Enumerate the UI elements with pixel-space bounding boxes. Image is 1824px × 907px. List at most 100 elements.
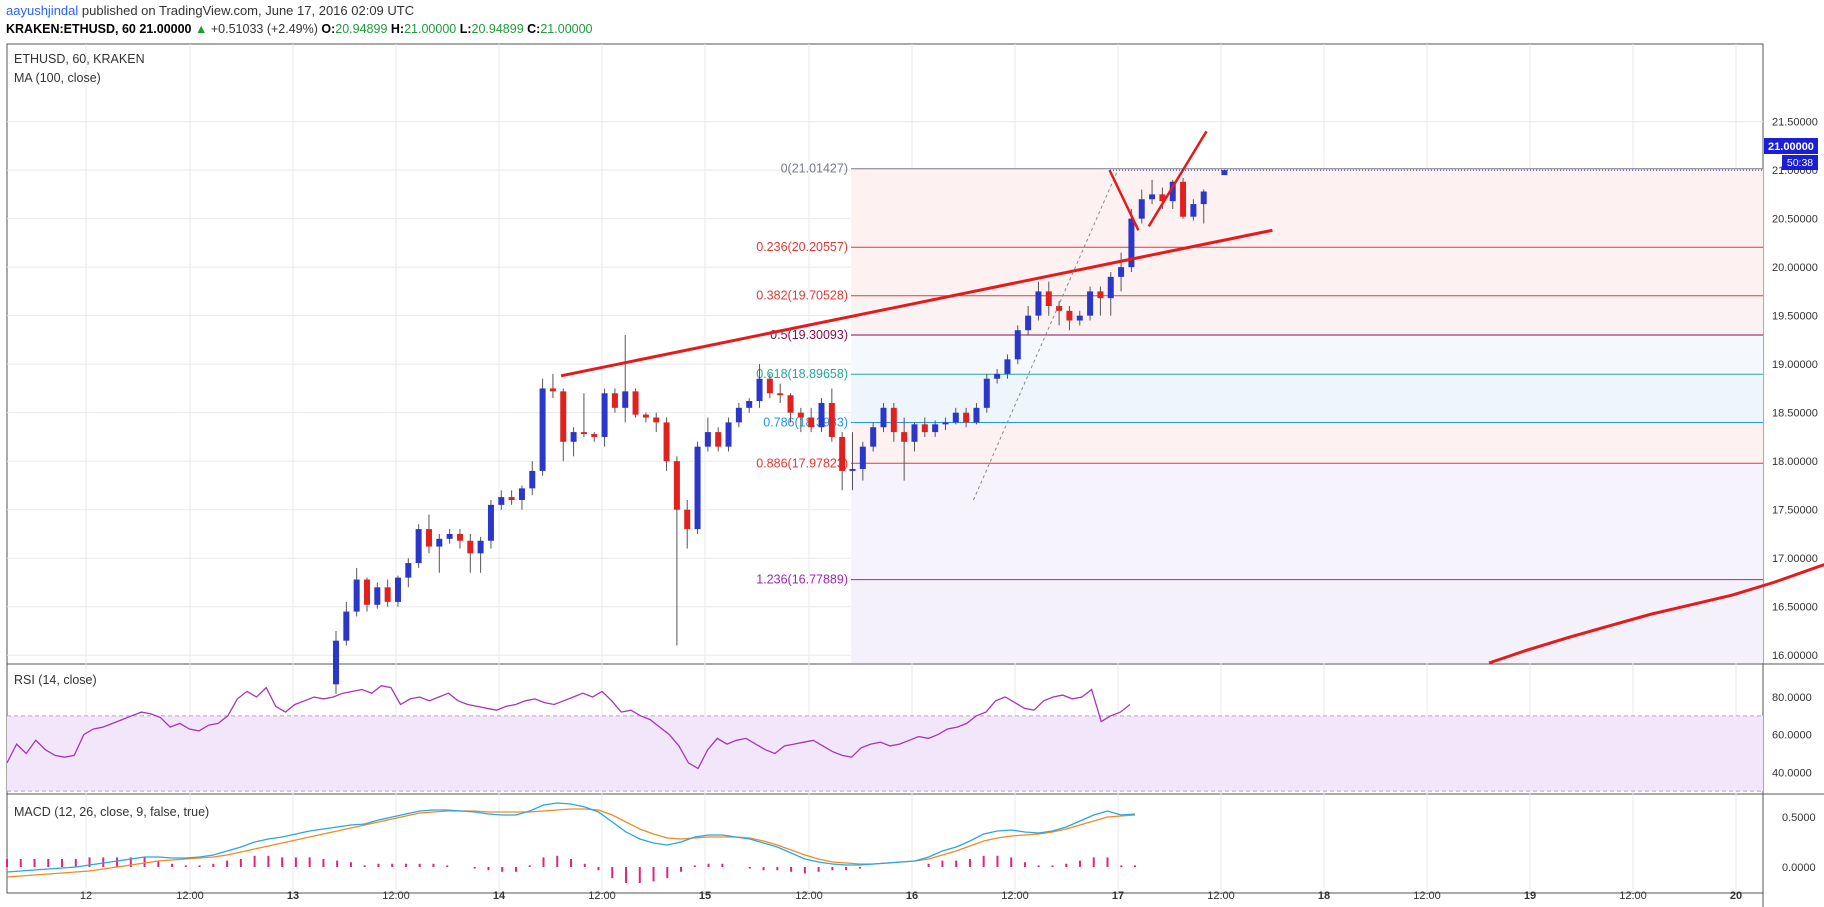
candle-body bbox=[673, 461, 680, 510]
candle-body bbox=[591, 434, 598, 437]
price-pane[interactable]: 21.50000 21.00000 20.50000 20.00000 19.50000… bbox=[7, 44, 1824, 893]
candle-body bbox=[518, 488, 525, 501]
candle-body bbox=[1118, 267, 1125, 277]
candle-body bbox=[508, 497, 515, 501]
time-tick-label: 20 bbox=[1730, 890, 1742, 902]
candle-body bbox=[1004, 359, 1011, 374]
macd-pane[interactable]: 0.5000 0.0000 bbox=[6, 802, 1816, 883]
candle-body bbox=[487, 504, 494, 541]
candle-body bbox=[787, 395, 794, 413]
candle-body bbox=[942, 422, 949, 425]
projection-up-leg bbox=[1147, 130, 1208, 228]
candle-body bbox=[735, 407, 742, 423]
publish-info: published on TradingView.com, June 17, 2… bbox=[81, 3, 415, 18]
candle-body bbox=[901, 432, 908, 442]
candle-body bbox=[353, 579, 360, 612]
candle-body bbox=[839, 436, 846, 471]
macd-tick-label: 0.0000 bbox=[1782, 862, 1816, 874]
price-change: +0.51033 (+2.49%) bbox=[210, 22, 318, 36]
rsi-tick-label: 60.0000 bbox=[1772, 730, 1812, 742]
candle-body bbox=[994, 373, 1001, 379]
time-tick-label: 18 bbox=[1318, 890, 1330, 902]
candle-body bbox=[694, 446, 701, 530]
rsi-pane[interactable]: 80.0000 60.0000 40.0000 bbox=[6, 685, 1812, 792]
candle-body bbox=[405, 563, 412, 578]
fib-level-label: 0.382(19.70528) bbox=[756, 289, 848, 303]
candle-body bbox=[890, 407, 897, 433]
candle-body bbox=[963, 412, 970, 423]
candle-body bbox=[880, 407, 887, 428]
fib-zone bbox=[851, 168, 1763, 248]
author-link[interactable]: aayushjindal bbox=[6, 3, 79, 18]
candle-body bbox=[446, 533, 453, 539]
candle-body bbox=[849, 468, 856, 471]
macd-legend[interactable]: MACD (12, 26, close, 9, false, true) bbox=[14, 805, 209, 819]
candle-body bbox=[746, 401, 753, 408]
candle-body bbox=[1045, 291, 1052, 306]
last-price: 21.00000 bbox=[139, 22, 192, 36]
candle-body bbox=[870, 427, 877, 447]
rsi-tick-label: 80.0000 bbox=[1772, 692, 1812, 704]
up-arrow-icon: ▲ bbox=[195, 22, 208, 36]
candle-body bbox=[1025, 315, 1032, 331]
time-tick-label: 12:00 bbox=[382, 890, 410, 902]
time-tick-label: 12:00 bbox=[1001, 890, 1029, 902]
candle-body bbox=[715, 432, 722, 447]
price-tick-label: 18.00000 bbox=[1772, 456, 1818, 468]
candle-body bbox=[725, 422, 732, 447]
symbol-name: KRAKEN:ETHUSD, 60 bbox=[6, 22, 136, 36]
rsi-tick-label: 40.0000 bbox=[1772, 767, 1812, 779]
price-tick-label: 17.00000 bbox=[1772, 553, 1818, 565]
price-tick-label: 17.50000 bbox=[1772, 505, 1818, 517]
time-tick-label: 12:00 bbox=[795, 890, 823, 902]
candle-body bbox=[436, 538, 443, 547]
time-axis[interactable]: 12 12:00 13 12:00 14 12:00 15 12:00 16 12:00 17 12:… bbox=[80, 890, 1742, 902]
macd-line bbox=[6, 802, 1136, 873]
candle-body bbox=[570, 432, 577, 442]
candle-body bbox=[1087, 291, 1094, 316]
candle-body bbox=[539, 388, 546, 471]
candle-body bbox=[818, 402, 825, 428]
candle-body bbox=[663, 422, 670, 462]
candle-body bbox=[498, 497, 505, 505]
candle-body bbox=[1180, 181, 1187, 217]
fib-zone bbox=[851, 579, 1763, 663]
candle-body bbox=[560, 391, 567, 442]
publish-line: aayushjindal published on TradingView.co… bbox=[6, 3, 414, 18]
rsi-legend[interactable]: RSI (14, close) bbox=[14, 673, 97, 687]
fib-level-label: 0.5(19.30093) bbox=[770, 328, 848, 342]
candle-body bbox=[859, 446, 866, 469]
candle-body bbox=[477, 540, 484, 554]
candle-body bbox=[343, 611, 350, 641]
candle-body bbox=[1200, 191, 1207, 205]
price-tag-value: 21.00000 bbox=[1768, 141, 1814, 153]
price-tick-label: 19.50000 bbox=[1772, 311, 1818, 323]
price-tick-label: 16.00000 bbox=[1772, 650, 1818, 662]
candle-body bbox=[425, 529, 432, 547]
time-tick-label: 14 bbox=[493, 890, 506, 902]
candle-body bbox=[932, 424, 939, 433]
candle-body bbox=[1169, 181, 1176, 202]
candle-body bbox=[333, 640, 339, 685]
signal-line bbox=[6, 808, 1136, 878]
current-price-tag: 21.00000 50:38 bbox=[1764, 138, 1818, 170]
high-label: H: bbox=[390, 22, 405, 36]
candle-body bbox=[704, 432, 711, 447]
time-tick-label: 12:00 bbox=[1619, 890, 1647, 902]
candle-body bbox=[797, 412, 804, 418]
price-tick-label: 20.00000 bbox=[1772, 262, 1818, 274]
candle-body bbox=[529, 470, 536, 489]
candle-body bbox=[756, 378, 763, 402]
close-value: 21.00000 bbox=[540, 22, 593, 36]
time-tick-label: 12:00 bbox=[1207, 890, 1235, 902]
candle-body bbox=[363, 579, 370, 605]
candle-body bbox=[1190, 204, 1197, 217]
ma-legend[interactable]: MA (100, close) bbox=[14, 71, 101, 85]
fib-zone bbox=[851, 374, 1763, 423]
countdown-bg bbox=[1782, 155, 1818, 170]
low-label: L: bbox=[459, 22, 472, 36]
candle-body bbox=[1138, 199, 1145, 219]
open-value: 20.94899 bbox=[335, 22, 388, 36]
fib-zone bbox=[851, 334, 1763, 375]
